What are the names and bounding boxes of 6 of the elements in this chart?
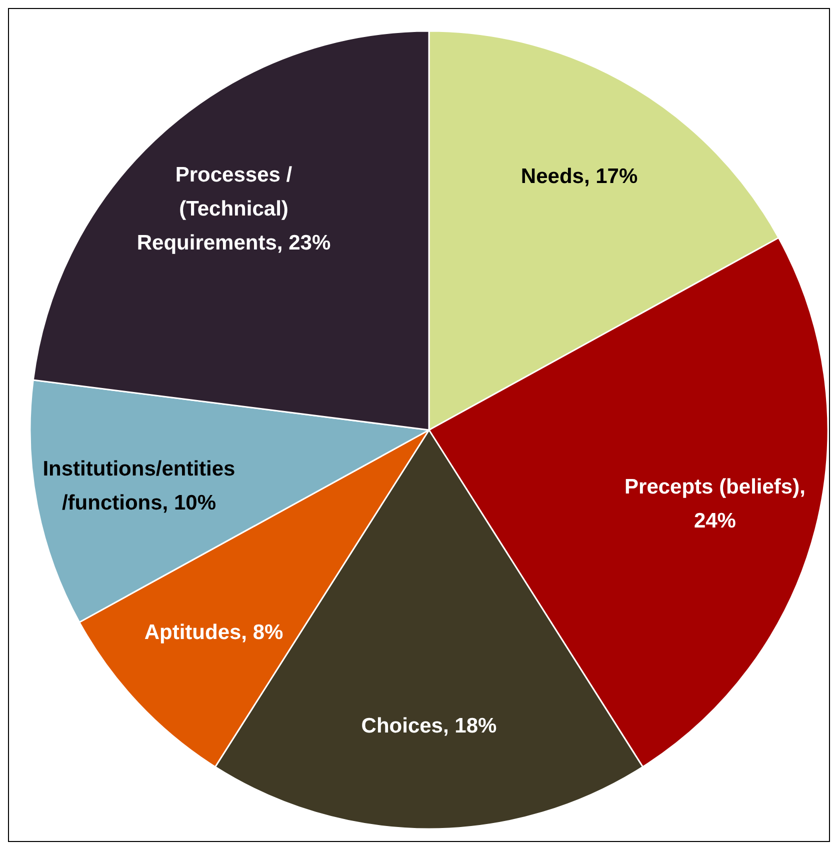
- slice-label: Precepts (beliefs), 24%: [624, 474, 806, 532]
- slice-label: Aptitudes, 8%: [144, 620, 284, 644]
- slice-label: Institutions/entities /functions, 10%: [42, 456, 236, 514]
- slice-label: Processes / (Technical) Requirements, 23%: [136, 163, 331, 254]
- slice-label: Needs, 17%: [520, 164, 638, 188]
- slice-label: Choices, 18%: [361, 714, 498, 737]
